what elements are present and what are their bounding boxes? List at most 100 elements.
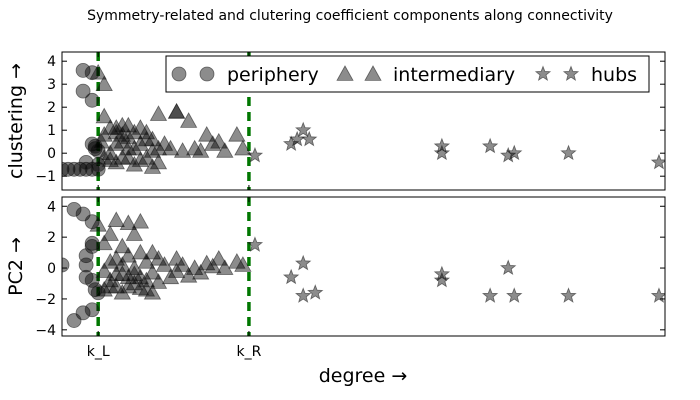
hubs-point <box>560 144 577 161</box>
periphery-point <box>75 63 91 78</box>
intermediary-point <box>149 273 168 289</box>
y-tick-label: −4 <box>35 323 56 339</box>
subplot-points <box>62 63 665 177</box>
intermediary-point <box>234 139 252 156</box>
intermediary-point <box>101 277 119 294</box>
intermediary-point <box>101 271 119 288</box>
y-tick-label: 3 <box>47 77 56 93</box>
periphery-point <box>84 214 100 230</box>
intermediary-point <box>155 256 174 272</box>
hubs-point <box>500 146 517 163</box>
legend-marker <box>534 65 552 81</box>
intermediary-point <box>92 132 110 149</box>
intermediary-point <box>131 279 150 295</box>
periphery-point <box>90 161 106 177</box>
intermediary-point <box>234 256 252 272</box>
intermediary-point <box>101 225 119 241</box>
intermediary-point <box>192 263 210 280</box>
intermediary-point <box>131 212 150 229</box>
periphery-point <box>62 161 76 177</box>
subplot-1: 4 3 2 1 0 −1 clustering → <box>5 51 666 191</box>
periphery-point <box>78 154 94 170</box>
hubs-point <box>650 153 665 170</box>
intermediary-point <box>149 153 168 170</box>
hubs-point <box>307 284 324 300</box>
intermediary-point <box>95 107 113 124</box>
intermediary-point <box>167 249 186 266</box>
intermediary-point <box>131 151 150 167</box>
y-tick-label: −2 <box>35 292 56 308</box>
intermediary-point <box>125 225 144 241</box>
intermediary-point <box>204 135 222 151</box>
y-tick-label: −1 <box>35 169 56 185</box>
legend-marker <box>199 66 215 82</box>
y-tick-label: 0 <box>47 261 56 277</box>
hubs-point <box>500 259 517 276</box>
intermediary-point <box>155 135 174 151</box>
hubs-point <box>295 254 312 271</box>
hubs-point <box>481 287 499 303</box>
hubs-point <box>433 271 451 288</box>
intermediary-point <box>161 139 180 156</box>
y-tick-label: 0 <box>47 146 56 162</box>
intermediary-point <box>113 256 131 272</box>
hubs-point <box>506 144 523 161</box>
hubs-point <box>301 130 318 147</box>
intermediary-point <box>143 142 162 158</box>
periphery-point <box>84 92 100 108</box>
periphery-point <box>66 161 82 177</box>
intermediary-point <box>167 262 186 278</box>
legend-marker <box>562 65 580 81</box>
intermediary-point <box>137 130 156 147</box>
legend: periphery intermediary hubs <box>165 55 650 93</box>
subplot-points <box>62 201 665 328</box>
hubs-point <box>506 287 523 303</box>
legend-label: hubs <box>591 64 637 86</box>
intermediary-point <box>210 132 228 149</box>
intermediary-point <box>161 268 180 285</box>
intermediary-point <box>131 243 150 260</box>
intermediary-point <box>95 75 113 91</box>
hubs-point <box>246 146 264 163</box>
periphery-point <box>78 257 94 273</box>
intermediary-point <box>204 257 222 274</box>
legend-marker <box>364 65 382 81</box>
intermediary-point <box>113 283 131 300</box>
intermediary-point <box>119 277 138 294</box>
intermediary-point <box>149 249 168 266</box>
hubs-point <box>282 135 300 151</box>
intermediary-point <box>107 153 125 170</box>
periphery-point <box>84 272 100 288</box>
intermediary-point <box>210 249 228 266</box>
legend-label: intermediary <box>393 64 515 86</box>
intermediary-point <box>179 112 198 128</box>
intermediary-point <box>113 132 131 149</box>
intermediary-point <box>125 139 144 156</box>
intermediary-point <box>119 148 138 165</box>
legend-label: periphery <box>227 64 319 86</box>
intermediary-point <box>137 280 156 297</box>
intermediary-point <box>185 259 204 275</box>
intermediary-point <box>95 234 113 251</box>
periphery-point <box>66 201 82 217</box>
intermediary-point <box>107 211 125 227</box>
hubs-point <box>295 121 312 138</box>
intermediary-point <box>228 125 246 142</box>
x-tick-label: k_R <box>237 344 262 360</box>
legend-marker <box>171 66 187 82</box>
intermediary-point <box>143 263 162 280</box>
intermediary-point <box>149 105 168 121</box>
intermediary-point <box>173 256 192 272</box>
legend-box <box>165 55 650 93</box>
chart-title: Symmetry-related and clutering coefficie… <box>87 8 613 24</box>
legend-entry-intermediary: intermediary <box>336 64 515 86</box>
intermediary-point <box>89 215 107 232</box>
intermediary-point <box>113 237 131 254</box>
y-tick-label: 2 <box>47 230 56 246</box>
intermediary-point <box>95 262 113 278</box>
y-tick-label: 4 <box>47 199 56 215</box>
intermediary-point <box>216 142 234 158</box>
y-axis-label: PC2 → <box>5 237 27 296</box>
y-tick-label: 1 <box>47 123 56 139</box>
